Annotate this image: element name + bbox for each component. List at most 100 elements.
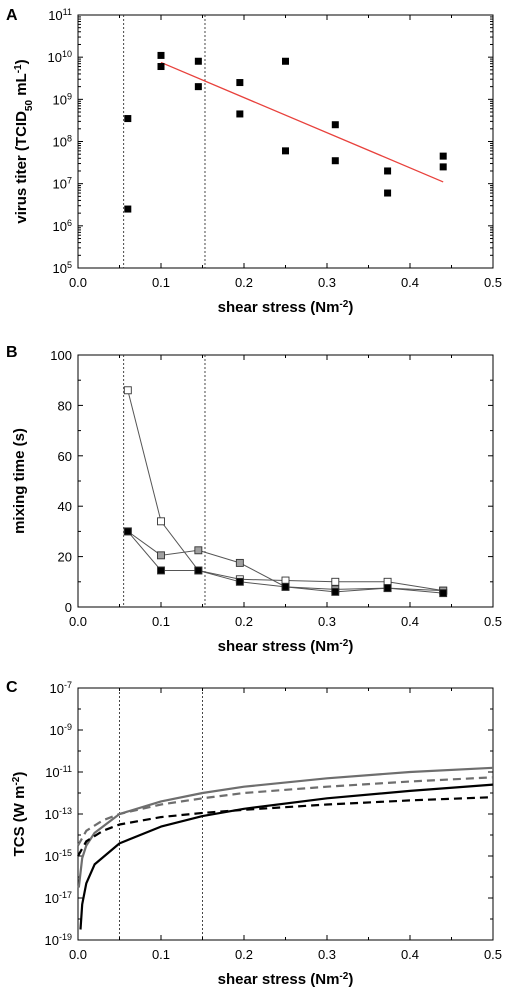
data-point bbox=[439, 163, 447, 171]
data-point bbox=[331, 121, 339, 129]
y-tick-base: 10 bbox=[53, 261, 67, 276]
x-axis-label-main: shear stress (Nm bbox=[218, 299, 340, 316]
y-tick-label: 107 bbox=[53, 176, 72, 192]
y-tick-exponent: 10 bbox=[62, 49, 72, 59]
data-point bbox=[331, 157, 339, 165]
y-tick-exponent: 8 bbox=[67, 134, 72, 144]
series-1-marker bbox=[157, 517, 165, 526]
y-tick-label: 106 bbox=[53, 218, 72, 234]
panel-label: C bbox=[6, 679, 18, 696]
y-tick-label: 40 bbox=[58, 499, 72, 514]
x-axis-label-main: shear stress (Nm bbox=[218, 638, 340, 655]
x-axis-label: shear stress (Nm-2) bbox=[218, 299, 354, 317]
data-point bbox=[384, 189, 392, 197]
y-tick-label: 100 bbox=[50, 348, 72, 363]
y-tick-label: 10-19 bbox=[45, 932, 72, 948]
y-tick-base: 10 bbox=[45, 765, 59, 780]
panel-label: A bbox=[6, 7, 18, 24]
tcs-curve-4 bbox=[77, 796, 494, 857]
series-3-marker bbox=[439, 589, 448, 598]
series-3-marker bbox=[194, 566, 203, 575]
y-tick-exponent: 9 bbox=[67, 91, 72, 101]
x-tick-label: 0.1 bbox=[152, 947, 170, 962]
panel-b-mixing-time-chart: B 0.0 0.1 0.2 0.3 0.4 0.5 shear stress (Nm-2) 0 2… bbox=[6, 344, 502, 655]
y-tick-label: 109 bbox=[53, 91, 72, 107]
y-tick-label: 10-7 bbox=[50, 680, 72, 696]
x-tick-label: 0.1 bbox=[152, 614, 170, 629]
x-axis-label-sup: -2 bbox=[339, 971, 348, 982]
data-point bbox=[194, 57, 202, 65]
y-tick-exponent: 11 bbox=[63, 7, 72, 17]
y-tick-base: 10 bbox=[45, 807, 59, 822]
y-tick-exponent: 7 bbox=[67, 176, 72, 186]
y-axis-label-close: ) bbox=[13, 59, 30, 64]
y-tick-exponent: 6 bbox=[67, 218, 72, 228]
y-axis-label: TCS (W m-2) bbox=[11, 772, 29, 857]
y-axis-label: virus titer (TCID50 mL-1) bbox=[13, 59, 35, 223]
y-tick-base: 10 bbox=[53, 92, 67, 107]
data-point bbox=[124, 115, 132, 123]
x-tick-label: 0.3 bbox=[318, 614, 336, 629]
y-tick-base: 10 bbox=[50, 723, 64, 738]
x-tick-label: 0.5 bbox=[484, 947, 502, 962]
y-tick-base: 10 bbox=[48, 50, 62, 65]
y-tick-label: 20 bbox=[58, 550, 72, 565]
x-axis-label-close: ) bbox=[348, 299, 353, 316]
x-tick-label: 0.4 bbox=[401, 947, 419, 962]
y-axis-label-main: virus titer (TCID bbox=[13, 111, 30, 224]
data-point bbox=[157, 51, 165, 59]
y-axis-label-mid: mL bbox=[13, 73, 30, 100]
y-tick-base: 10 bbox=[45, 933, 59, 948]
x-tick-label: 0.5 bbox=[484, 275, 502, 290]
y-axis-label-close: ) bbox=[11, 772, 28, 777]
series-1-marker bbox=[331, 577, 340, 586]
series-3-marker bbox=[383, 584, 392, 593]
y-axis-label-sup: -1 bbox=[13, 64, 24, 73]
x-tick-label: 0.3 bbox=[318, 947, 336, 962]
y-tick-exponent: -13 bbox=[59, 806, 72, 816]
series-3-marker bbox=[281, 582, 290, 591]
data-point bbox=[236, 79, 244, 87]
y-tick-label: 1010 bbox=[48, 49, 72, 65]
x-axis-label: shear stress (Nm-2) bbox=[218, 638, 354, 656]
x-tick-label: 0.1 bbox=[152, 275, 170, 290]
y-tick-base: 10 bbox=[50, 681, 64, 696]
series-line-1 bbox=[127, 390, 444, 592]
y-tick-label: 10-17 bbox=[45, 890, 72, 906]
y-tick-label: 10-15 bbox=[45, 848, 72, 864]
x-axis-label-main: shear stress (Nm bbox=[218, 971, 340, 988]
y-tick-label: 10-13 bbox=[45, 806, 72, 822]
data-point bbox=[439, 152, 447, 160]
y-tick-label: 80 bbox=[58, 398, 72, 413]
x-tick-label: 0.0 bbox=[69, 275, 87, 290]
y-tick-base: 10 bbox=[48, 8, 62, 23]
y-axis-label-sub: 50 bbox=[24, 100, 35, 112]
x-tick-label: 0.0 bbox=[69, 614, 87, 629]
x-tick-label: 0.4 bbox=[401, 614, 419, 629]
x-axis-label-close: ) bbox=[348, 638, 353, 655]
x-axis-label-sup: -2 bbox=[339, 299, 348, 310]
series-3-marker bbox=[331, 587, 340, 596]
tcs-curve-3 bbox=[79, 783, 494, 930]
series-2-marker bbox=[157, 551, 165, 560]
data-point bbox=[194, 83, 202, 91]
panel-a-virus-titer-chart: A 0.0 0.1 0.2 0.3 0.4 0.5 shear stress (Nm-2) 10… bbox=[6, 7, 502, 316]
x-tick-label: 0.0 bbox=[69, 947, 87, 962]
y-axis-label: mixing time (s) bbox=[11, 428, 28, 534]
panel-label: B bbox=[6, 344, 18, 361]
y-tick-base: 10 bbox=[53, 135, 67, 150]
x-axis-label: shear stress (Nm-2) bbox=[218, 971, 354, 989]
y-tick-exponent: -7 bbox=[64, 680, 72, 690]
data-point bbox=[236, 110, 244, 118]
x-tick-label: 0.4 bbox=[401, 275, 419, 290]
regression-line bbox=[160, 61, 444, 183]
y-axis-label-main: TCS (W m bbox=[11, 786, 28, 857]
series-3-marker bbox=[235, 577, 244, 586]
series-line-3 bbox=[127, 531, 444, 594]
y-tick-exponent: -17 bbox=[59, 890, 72, 900]
y-tick-label: 105 bbox=[53, 260, 72, 276]
y-tick-label: 108 bbox=[53, 134, 72, 150]
